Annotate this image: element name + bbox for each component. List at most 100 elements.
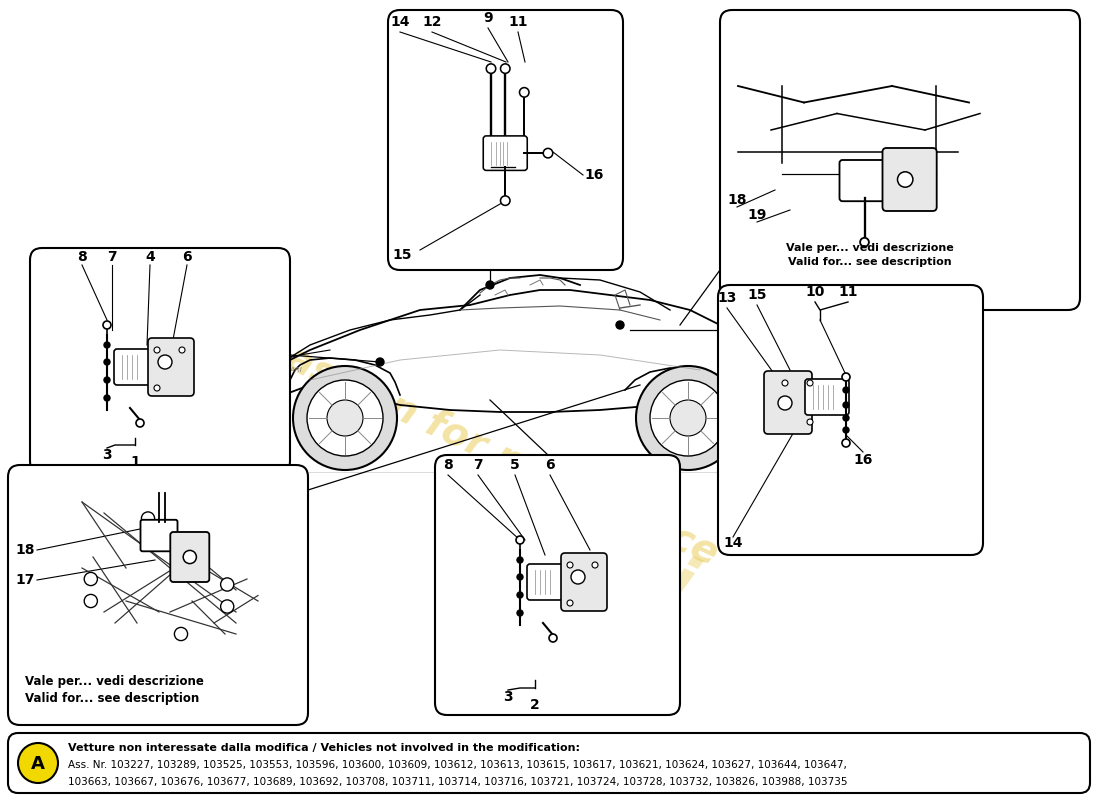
Text: FERRARI: FERRARI — [273, 367, 303, 373]
Text: Vetture non interessate dalla modifica / Vehicles not involved in the modificati: Vetture non interessate dalla modifica /… — [68, 743, 580, 753]
Circle shape — [85, 573, 98, 586]
Circle shape — [807, 419, 813, 425]
Text: 2: 2 — [530, 698, 540, 712]
Text: 1: 1 — [130, 455, 140, 469]
Text: Ass. Nr. 103227, 103289, 103525, 103553, 103596, 103600, 103609, 103612, 103613,: Ass. Nr. 103227, 103289, 103525, 103553,… — [68, 760, 847, 770]
Circle shape — [616, 321, 624, 329]
Text: 6: 6 — [546, 458, 554, 472]
Circle shape — [517, 557, 522, 563]
Circle shape — [158, 355, 172, 369]
Text: 16: 16 — [584, 168, 604, 182]
Circle shape — [516, 536, 524, 544]
Circle shape — [566, 600, 573, 606]
Circle shape — [782, 380, 788, 386]
Text: A: A — [31, 755, 45, 773]
FancyBboxPatch shape — [805, 379, 849, 415]
Text: 16: 16 — [854, 453, 872, 467]
FancyBboxPatch shape — [114, 349, 155, 385]
Circle shape — [486, 281, 494, 289]
Circle shape — [898, 172, 913, 187]
FancyBboxPatch shape — [434, 455, 680, 715]
FancyBboxPatch shape — [141, 520, 177, 551]
Text: 13: 13 — [717, 291, 737, 305]
Circle shape — [807, 380, 813, 386]
Circle shape — [778, 396, 792, 410]
Text: 7: 7 — [107, 250, 117, 264]
Circle shape — [543, 149, 552, 158]
Circle shape — [670, 400, 706, 436]
Circle shape — [517, 610, 522, 616]
Circle shape — [221, 578, 234, 591]
Text: 17: 17 — [15, 573, 35, 587]
Circle shape — [154, 347, 160, 353]
Text: 18: 18 — [727, 193, 747, 207]
Text: 11: 11 — [508, 15, 528, 29]
Circle shape — [650, 380, 726, 456]
Text: 15: 15 — [747, 288, 767, 302]
Text: 3: 3 — [102, 448, 112, 462]
FancyBboxPatch shape — [483, 136, 527, 170]
Text: 10: 10 — [805, 285, 825, 299]
Text: 14: 14 — [390, 15, 409, 29]
FancyBboxPatch shape — [764, 371, 812, 434]
Circle shape — [154, 385, 160, 391]
Text: 19: 19 — [747, 208, 767, 222]
FancyBboxPatch shape — [839, 160, 890, 202]
Text: 12: 12 — [422, 15, 442, 29]
FancyBboxPatch shape — [170, 532, 209, 582]
Circle shape — [842, 373, 850, 381]
Circle shape — [500, 64, 510, 74]
Circle shape — [636, 366, 740, 470]
Circle shape — [566, 562, 573, 568]
FancyBboxPatch shape — [882, 148, 937, 211]
Text: 103663, 103667, 103676, 103677, 103689, 103692, 103708, 103711, 103714, 103716, : 103663, 103667, 103676, 103677, 103689, … — [68, 777, 847, 787]
Circle shape — [592, 562, 598, 568]
Text: 4: 4 — [145, 250, 155, 264]
Circle shape — [104, 359, 110, 365]
Text: 5: 5 — [510, 458, 520, 472]
Circle shape — [327, 400, 363, 436]
Circle shape — [85, 594, 98, 608]
FancyBboxPatch shape — [30, 248, 290, 473]
Circle shape — [142, 512, 155, 525]
Circle shape — [221, 600, 234, 613]
Circle shape — [549, 634, 557, 642]
Circle shape — [376, 358, 384, 366]
FancyBboxPatch shape — [527, 564, 568, 600]
FancyBboxPatch shape — [148, 338, 194, 396]
Circle shape — [104, 377, 110, 383]
Circle shape — [136, 419, 144, 427]
Text: 18: 18 — [15, 543, 35, 557]
FancyBboxPatch shape — [720, 10, 1080, 310]
FancyBboxPatch shape — [561, 553, 607, 611]
Circle shape — [18, 743, 58, 783]
Circle shape — [517, 592, 522, 598]
Circle shape — [517, 574, 522, 580]
Circle shape — [842, 439, 850, 447]
FancyBboxPatch shape — [8, 733, 1090, 793]
Circle shape — [103, 321, 111, 329]
FancyBboxPatch shape — [8, 465, 308, 725]
Text: 11: 11 — [838, 285, 858, 299]
Text: 9: 9 — [483, 11, 493, 25]
Circle shape — [104, 395, 110, 401]
Circle shape — [860, 238, 869, 246]
Text: Delphi: Delphi — [456, 459, 703, 621]
Circle shape — [843, 415, 849, 421]
FancyBboxPatch shape — [202, 372, 258, 403]
Circle shape — [519, 88, 529, 97]
Circle shape — [307, 380, 383, 456]
Circle shape — [175, 627, 188, 641]
Text: 7: 7 — [473, 458, 483, 472]
Circle shape — [486, 64, 496, 74]
Circle shape — [843, 402, 849, 408]
FancyBboxPatch shape — [718, 285, 983, 555]
Text: 6: 6 — [183, 250, 191, 264]
Text: passion for parts since: passion for parts since — [255, 327, 725, 573]
Circle shape — [843, 427, 849, 433]
Text: 15: 15 — [393, 248, 411, 262]
Text: 14: 14 — [724, 536, 743, 550]
Text: 3: 3 — [503, 690, 513, 704]
Circle shape — [843, 387, 849, 393]
Text: Vale per... vedi descrizione
Valid for... see description: Vale per... vedi descrizione Valid for..… — [786, 243, 954, 266]
